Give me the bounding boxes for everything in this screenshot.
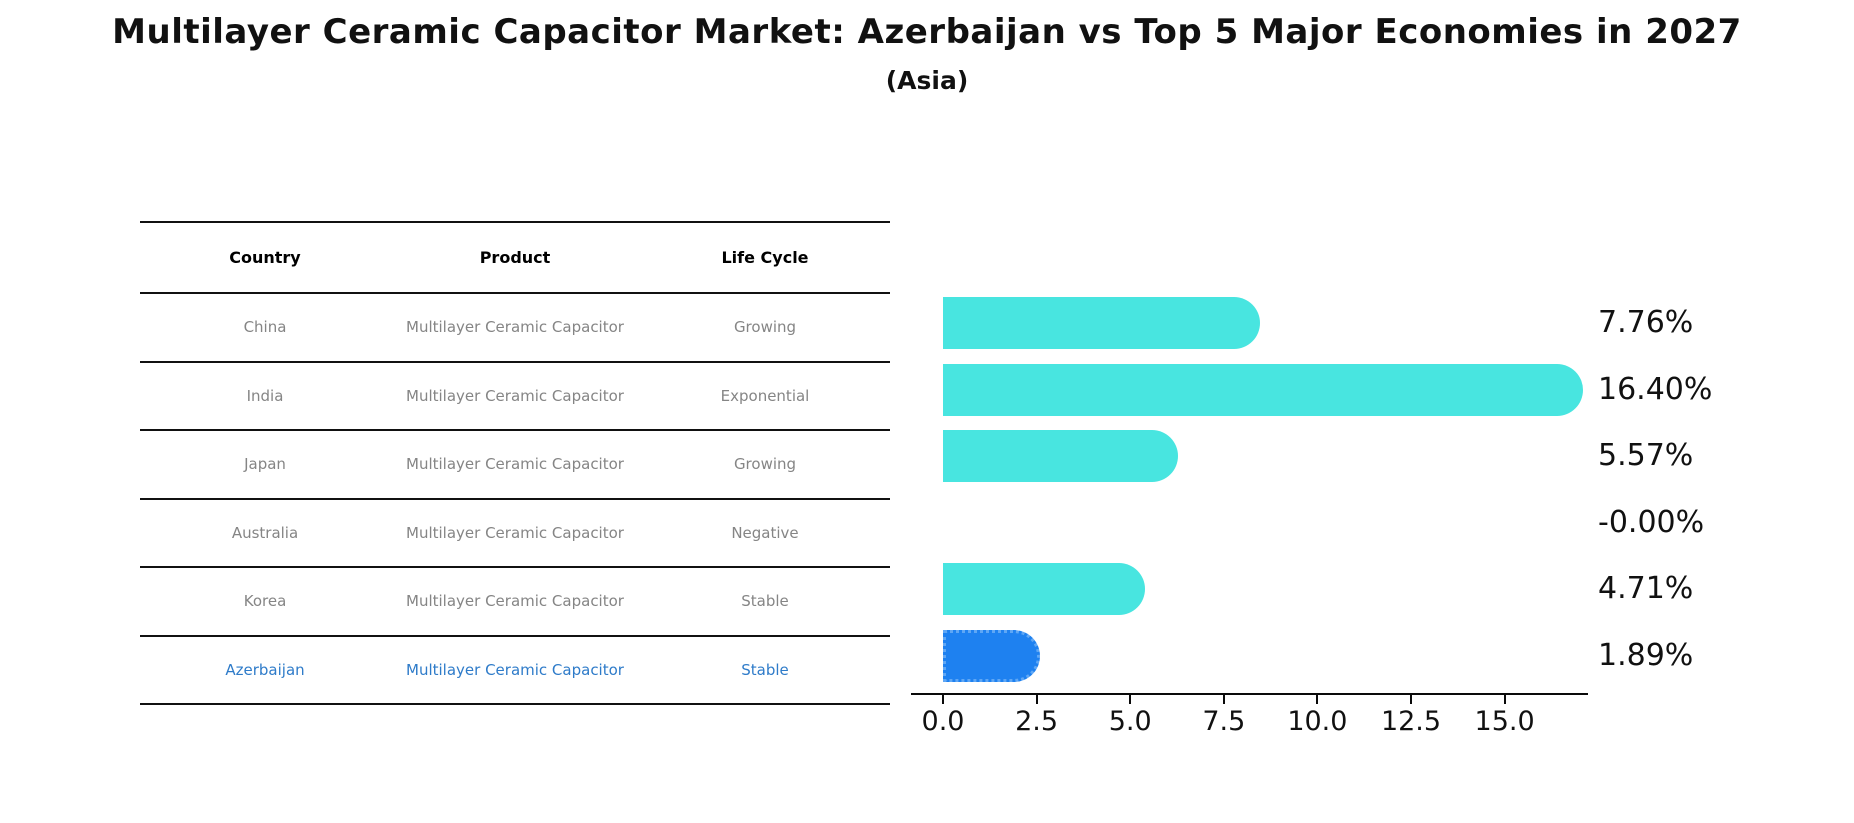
table-row: Korea Multilayer Ceramic Capacitor Stable <box>140 568 890 637</box>
table-header-cell: Life Cycle <box>721 248 809 267</box>
table-body: China Multilayer Ceramic Capacitor Growing… <box>140 294 890 705</box>
table-header-cell: Country <box>229 248 301 267</box>
table-row: Australia Multilayer Ceramic Capacitor Neg… <box>140 500 890 568</box>
x-axis-tick-label: 0.0 <box>921 706 965 737</box>
x-axis-tick <box>942 695 944 704</box>
x-axis-tick <box>1410 695 1412 704</box>
x-axis-tick <box>1503 695 1506 704</box>
table-cell-life_cycle: Negative <box>731 523 799 542</box>
x-axis-tick-label: 12.5 <box>1380 706 1442 737</box>
table-row: Azerbaijan Multilayer Ceramic Capacitor St… <box>140 637 890 705</box>
table-cell-product: Multilayer Ceramic Capacitor <box>406 318 624 337</box>
bar-value-label: 16.40% <box>1598 371 1713 407</box>
bar-japan <box>943 430 1178 483</box>
table-cell-product: Multilayer Ceramic Capacitor <box>406 455 624 474</box>
x-axis-tick-label: 7.5 <box>1202 706 1246 737</box>
table-cell-country: India <box>246 386 284 405</box>
table-cell-country: Korea <box>243 592 287 611</box>
bar-value-label: 7.76% <box>1598 305 1694 341</box>
x-axis-tick-label: 15.0 <box>1474 706 1535 737</box>
bar-china <box>943 297 1260 350</box>
x-axis-line <box>911 693 1588 695</box>
chart-subtitle: (Asia) <box>885 66 969 95</box>
table-cell-country: China <box>243 318 287 337</box>
table-header-cell: Product <box>479 248 551 267</box>
table-cell-product: Multilayer Ceramic Capacitor <box>406 386 624 405</box>
table-cell-life_cycle: Growing <box>733 455 797 474</box>
table-cell-country: Australia <box>231 523 299 542</box>
table-row: China Multilayer Ceramic Capacitor Growing <box>140 294 890 363</box>
x-axis-tick <box>1316 695 1319 704</box>
bar-value-label: 5.57% <box>1598 438 1694 474</box>
bar-india <box>943 363 1584 416</box>
x-axis-tick <box>1222 695 1225 704</box>
table-cell-life_cycle: Stable <box>741 592 789 611</box>
country-table: Country Product Life Cycle China Multilayer… <box>140 221 890 705</box>
table-cell-life_cycle: Exponential <box>720 386 810 405</box>
x-axis-tick-label: 5.0 <box>1108 706 1152 737</box>
chart-title: Multilayer Ceramic Capacitor Market: Aze… <box>112 12 1742 52</box>
table-cell-life_cycle: Growing <box>733 318 797 337</box>
table-cell-product: Multilayer Ceramic Capacitor <box>406 523 624 542</box>
bar-value-label: 1.89% <box>1598 637 1694 673</box>
table-cell-life_cycle: Stable <box>741 660 789 679</box>
x-axis-tick-label: 10.0 <box>1287 706 1348 737</box>
x-axis-tick-label: 2.5 <box>1015 706 1059 737</box>
bar-value-label: -0.00% <box>1598 504 1705 540</box>
table-row: India Multilayer Ceramic Capacitor Exponen… <box>140 363 890 431</box>
table-row: Japan Multilayer Ceramic Capacitor Growing <box>140 431 890 500</box>
table-cell-product: Multilayer Ceramic Capacitor <box>406 660 624 679</box>
table-cell-country: Azerbaijan <box>225 660 305 679</box>
x-axis-tick <box>1129 695 1132 704</box>
table-cell-product: Multilayer Ceramic Capacitor <box>406 592 624 611</box>
table-header-row: Country Product Life Cycle <box>140 223 890 294</box>
bar-azerbaijan <box>943 629 1040 682</box>
table-cell-country: Japan <box>244 455 286 474</box>
x-axis-tick <box>1035 695 1038 704</box>
bar-korea <box>943 563 1146 616</box>
bar-value-label: 4.71% <box>1598 571 1694 607</box>
